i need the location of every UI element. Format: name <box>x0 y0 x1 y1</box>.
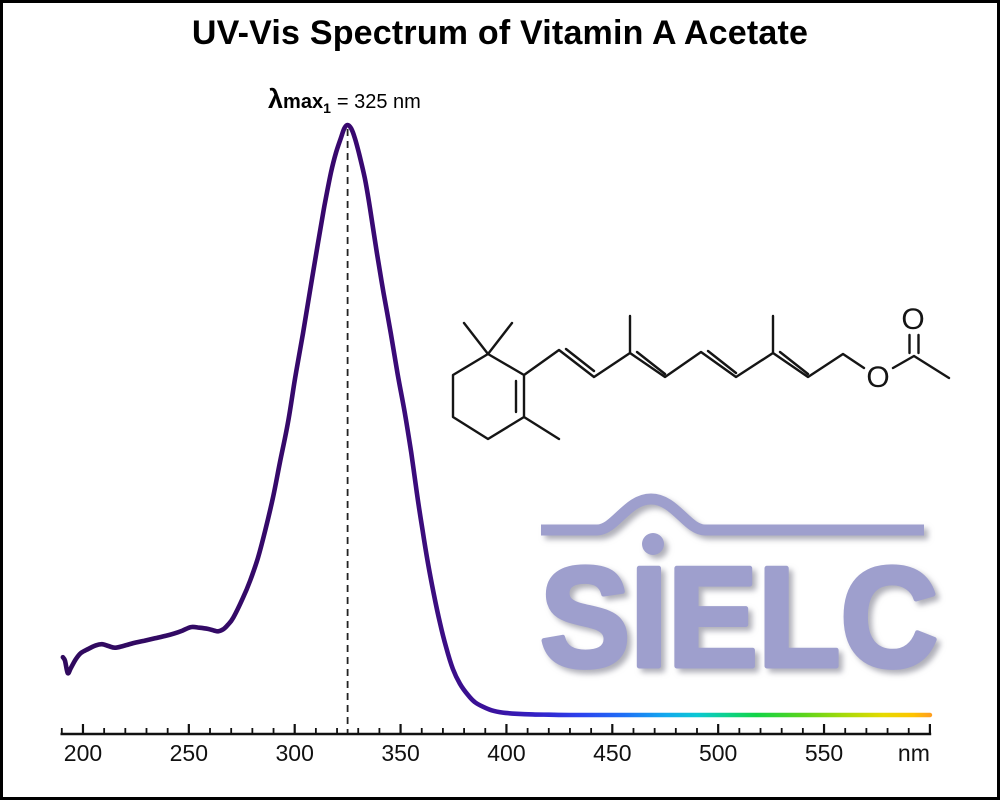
axis-tick-label: 400 <box>487 740 525 766</box>
chart-title: UV-Vis Spectrum of Vitamin A Acetate <box>191 14 809 52</box>
carbonyl-oxygen-label: O <box>901 303 924 336</box>
axis-tick-label: 200 <box>64 740 102 766</box>
logo-dot <box>642 533 664 555</box>
x-axis: 200 250 300 350 400 450 500 550 nm <box>60 724 932 766</box>
lambda-max-subscript: 1 <box>323 100 331 116</box>
lambda-symbol: λ <box>268 84 284 114</box>
axis-unit-label: nm <box>898 740 930 766</box>
lambda-max-value: = 325 nm <box>336 91 421 113</box>
spectrum-curve <box>60 122 933 718</box>
axis-tick-label: 550 <box>805 740 843 766</box>
molecule-skeleton <box>451 314 951 441</box>
logo-text: SIELC <box>540 538 938 697</box>
axis-tick-label: 450 <box>593 740 631 766</box>
logo-chromatogram-line <box>541 493 924 536</box>
axis-tick-label: 250 <box>170 740 208 766</box>
lambda-max-word: max <box>283 91 324 113</box>
axis-tick-label: 500 <box>699 740 737 766</box>
lambda-max-annotation: λmax1 = 325 nm <box>268 84 421 116</box>
molecule-structure: O O <box>451 303 951 441</box>
sielc-logo: SIELC <box>538 493 941 700</box>
axis-tick-label: 350 <box>381 740 419 766</box>
ester-oxygen-label: O <box>866 361 889 394</box>
spectrum-canvas: 200 250 300 350 400 450 500 550 nm O O SIELC <box>60 122 951 766</box>
axis-tick-label: 300 <box>276 740 314 766</box>
